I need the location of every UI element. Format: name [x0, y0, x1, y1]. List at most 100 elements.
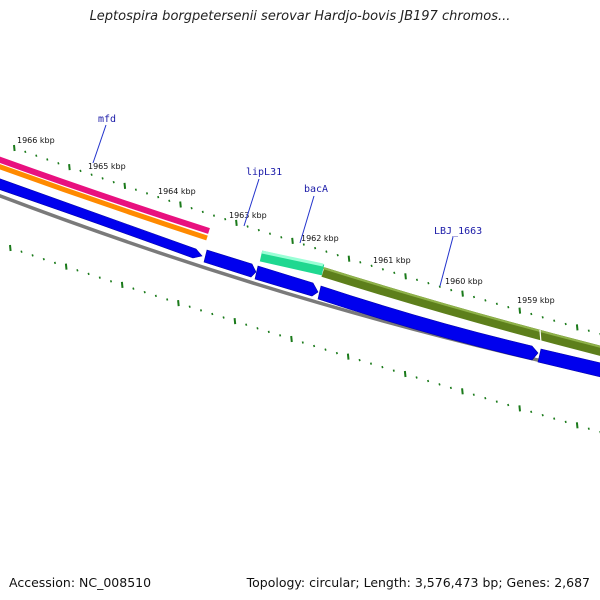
lower-scale-major-tick — [575, 422, 579, 429]
gene-lbj1663-feature[interactable] — [321, 267, 600, 356]
feature-band-orange[interactable] — [0, 164, 208, 241]
upper-scale-minor-tick — [541, 316, 544, 319]
lower-scale-major-tick — [177, 300, 180, 307]
upper-scale-major-tick — [13, 144, 16, 152]
cds-arrow-2[interactable] — [203, 249, 257, 278]
gene-boundary — [539, 329, 542, 344]
lower-scale-major-tick — [9, 244, 12, 252]
lower-scale-minor-tick — [53, 261, 57, 265]
lower-scale-minor-tick — [211, 312, 214, 316]
upper-scale-minor-tick — [564, 322, 567, 326]
upper-scale-minor-tick — [257, 228, 260, 232]
upper-scale-minor-tick — [168, 199, 171, 203]
upper-scale-minor-tick — [325, 250, 328, 253]
gene-label-mfd[interactable]: mfd — [98, 114, 116, 125]
upper-scale-minor-tick — [212, 214, 216, 217]
upper-scale-minor-tick — [224, 217, 227, 221]
upper-scale-major-tick — [518, 307, 522, 314]
upper-scale-minor-tick — [157, 195, 160, 199]
accession-text: Accession: NC_008510 — [9, 575, 152, 590]
upper-scale-minor-tick — [57, 162, 60, 165]
scale-label-1966: 1966 kbp — [17, 136, 55, 145]
feature-band-magenta[interactable] — [0, 156, 210, 234]
upper-scale-minor-tick — [438, 285, 441, 288]
lower-scale-major-tick — [461, 388, 464, 395]
upper-scale-minor-tick — [302, 243, 305, 246]
lower-scale-minor-tick — [313, 344, 316, 348]
lower-scale-minor-tick — [42, 257, 45, 261]
gene-label-line-lbj1663 — [439, 236, 454, 287]
upper-scale-minor-tick — [134, 188, 137, 191]
upper-scale-minor-tick — [427, 281, 430, 285]
scale-label-1959: 1959 kbp — [517, 296, 555, 305]
scale-label-1962: 1962 kbp — [301, 234, 339, 243]
upper-scale-minor-tick — [90, 173, 93, 176]
lower-scale-minor-tick — [530, 410, 533, 414]
lower-scale-minor-tick — [245, 323, 248, 326]
lower-scale-minor-tick — [553, 417, 556, 420]
gene-label-lipl31[interactable]: lipL31 — [246, 167, 282, 178]
lower-scale-minor-tick — [415, 376, 418, 379]
upper-scale-major-tick — [68, 164, 71, 171]
gene-label-baca[interactable]: bacA — [304, 184, 328, 195]
lower-scale-minor-tick — [335, 351, 338, 355]
lower-scale-minor-tick — [381, 365, 384, 369]
upper-scale-minor-tick — [314, 246, 317, 250]
lower-scale-major-tick — [403, 370, 407, 378]
gene-label-lbj1663[interactable]: LBJ_1663 — [434, 226, 482, 237]
scale-label-1961: 1961 kbp — [373, 256, 411, 265]
upper-scale-minor-tick — [280, 236, 283, 239]
cds-arrow-4[interactable] — [317, 285, 539, 361]
upper-scale-minor-tick — [553, 319, 556, 322]
upper-scale-minor-tick — [450, 288, 453, 292]
scale-ticks-lower — [9, 244, 600, 434]
gene-baca-feature[interactable] — [259, 250, 325, 276]
upper-scale-minor-tick — [112, 180, 115, 184]
lower-scale-minor-tick — [188, 305, 191, 308]
gene-label-line-baca — [299, 195, 315, 244]
upper-scale-major-tick — [179, 201, 182, 208]
topology-text: Topology: circular; Length: 3,576,473 bp… — [246, 575, 590, 590]
cds-arrow-3[interactable] — [254, 265, 319, 297]
lower-scale-minor-tick — [472, 393, 475, 396]
upper-scale-major-tick — [347, 255, 351, 262]
lower-scale-major-tick — [120, 281, 124, 288]
lower-scale-minor-tick — [199, 309, 203, 312]
upper-scale-major-tick — [575, 324, 579, 331]
upper-scale-minor-tick — [268, 232, 272, 235]
lower-scale-minor-tick — [166, 298, 169, 301]
lower-scale-minor-tick — [143, 290, 146, 294]
upper-scale-minor-tick — [201, 210, 204, 214]
cds-arrow-5[interactable] — [537, 348, 600, 378]
lower-scale-major-tick — [233, 318, 237, 325]
gene-label-line-mfd — [92, 124, 107, 164]
scale-label-1965: 1965 kbp — [88, 162, 126, 171]
gene-label-line-lipl31 — [243, 178, 260, 227]
lower-scale-minor-tick — [369, 362, 373, 365]
lower-scale-minor-tick — [132, 287, 135, 290]
upper-scale-minor-tick — [381, 268, 384, 271]
upper-scale-major-tick — [461, 290, 464, 297]
cds-arrow-1[interactable] — [0, 177, 203, 259]
lower-scale-minor-tick — [279, 334, 282, 337]
upper-scale-minor-tick — [24, 150, 27, 154]
lower-scale-minor-tick — [154, 294, 157, 298]
upper-scale-minor-tick — [145, 192, 149, 195]
upper-scale-minor-tick — [472, 295, 476, 299]
lower-scale-minor-tick — [98, 276, 101, 279]
upper-scale-minor-tick — [530, 312, 533, 316]
upper-scale-minor-tick — [246, 225, 249, 228]
lower-scale-minor-tick — [267, 330, 270, 334]
upper-scale-minor-tick — [393, 271, 396, 275]
map-title: Leptospira borgpetersenii serovar Hardjo… — [89, 9, 511, 24]
scale-label-1964: 1964 kbp — [158, 187, 196, 196]
lower-scale-major-tick — [290, 335, 293, 343]
upper-scale-minor-tick — [484, 299, 487, 302]
lower-scale-major-tick — [64, 263, 68, 270]
lower-scale-minor-tick — [31, 254, 34, 257]
upper-scale-major-tick — [235, 219, 238, 226]
upper-scale-major-tick — [404, 273, 407, 280]
lower-scale-minor-tick — [587, 427, 590, 430]
lower-scale-minor-tick — [109, 280, 113, 283]
